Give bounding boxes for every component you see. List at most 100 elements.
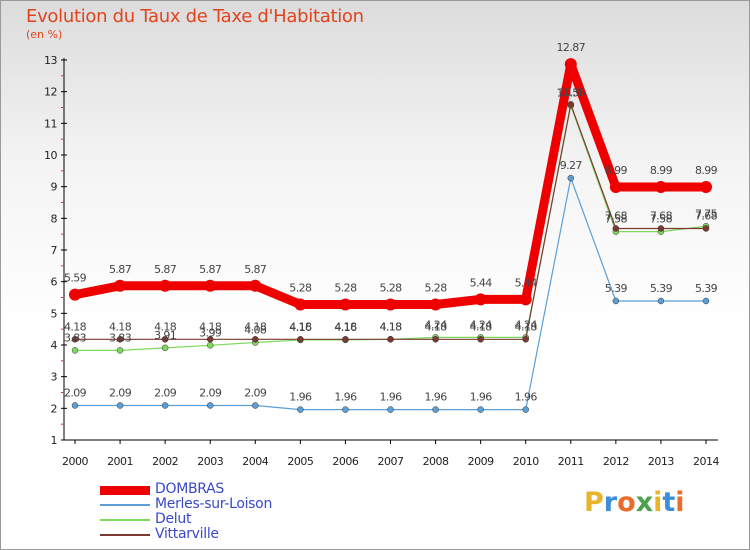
y-tick-label: 6 bbox=[51, 276, 58, 289]
data-point bbox=[612, 297, 620, 305]
data-label: 7.68 bbox=[650, 209, 673, 222]
data-label: 11.56 bbox=[557, 87, 586, 100]
y-tick-label: 8 bbox=[51, 212, 58, 225]
data-label: 2.09 bbox=[199, 386, 222, 399]
data-label: 4.18 bbox=[379, 320, 402, 333]
data-label: 3.99 bbox=[199, 326, 222, 339]
series-merles-sur-loison bbox=[71, 174, 710, 413]
data-label: 4.08 bbox=[244, 323, 267, 336]
y-tick-label: 2 bbox=[51, 402, 58, 415]
legend-swatch bbox=[100, 519, 150, 521]
data-label: 7.68 bbox=[605, 209, 628, 222]
data-label: 8.99 bbox=[605, 164, 628, 177]
data-label: 3.83 bbox=[64, 331, 87, 344]
data-point bbox=[161, 336, 169, 343]
data-point bbox=[702, 225, 710, 232]
data-point bbox=[567, 101, 575, 108]
legend-swatch bbox=[100, 534, 150, 536]
data-label: 7.58 bbox=[605, 213, 628, 226]
legend-label: Merles-sur-Loison bbox=[155, 496, 273, 512]
y-tick-label: 10 bbox=[44, 149, 57, 162]
data-label: 4.18 bbox=[244, 320, 267, 333]
y-tick-label: 11 bbox=[44, 117, 57, 130]
data-label: 5.28 bbox=[425, 281, 448, 294]
data-label: 1.96 bbox=[379, 391, 402, 404]
data-label: 4.18 bbox=[470, 320, 493, 333]
x-tick-label: 2013 bbox=[648, 455, 674, 468]
x-tick-label: 2014 bbox=[693, 455, 719, 468]
data-point bbox=[700, 180, 712, 193]
data-label: 5.39 bbox=[650, 282, 673, 295]
series-dombras bbox=[69, 58, 712, 311]
data-point bbox=[657, 297, 665, 305]
data-point bbox=[522, 406, 529, 413]
data-label: 5.59 bbox=[64, 272, 87, 285]
x-tick-label: 2011 bbox=[558, 455, 584, 468]
data-label: 2.09 bbox=[244, 386, 267, 399]
data-point bbox=[387, 336, 394, 343]
data-label: 5.28 bbox=[334, 281, 357, 294]
logo-letter: o bbox=[617, 487, 636, 518]
data-label: 4.24 bbox=[470, 318, 493, 331]
data-point bbox=[474, 293, 487, 306]
logo-letter: x bbox=[635, 487, 654, 518]
data-label: 5.44 bbox=[470, 276, 493, 289]
data-label: 5.28 bbox=[379, 281, 402, 294]
legend-swatch bbox=[100, 504, 150, 506]
data-point bbox=[522, 336, 529, 343]
data-point bbox=[657, 225, 665, 232]
data-label: 4.16 bbox=[289, 321, 312, 334]
y-tick-label: 12 bbox=[44, 86, 57, 99]
data-label: 2.09 bbox=[154, 386, 177, 399]
data-label: 4.18 bbox=[64, 320, 87, 333]
data-label: 4.18 bbox=[425, 320, 448, 333]
data-label: 2.09 bbox=[109, 386, 132, 399]
data-label: 11.6 bbox=[560, 85, 583, 98]
data-label: 9.27 bbox=[560, 159, 583, 172]
legend-label: Vittarville bbox=[155, 526, 219, 542]
data-point bbox=[69, 288, 81, 301]
y-tick-label: 1 bbox=[51, 434, 58, 447]
data-point bbox=[564, 58, 577, 71]
data-point bbox=[387, 406, 394, 413]
data-label: 5.87 bbox=[199, 263, 222, 276]
data-point bbox=[206, 342, 214, 349]
data-label: 5.44 bbox=[515, 276, 538, 289]
data-label: 8.99 bbox=[650, 164, 673, 177]
data-label: 1.96 bbox=[470, 391, 493, 404]
y-tick-label: 3 bbox=[51, 371, 58, 384]
data-point bbox=[206, 402, 214, 409]
y-tick-label: 9 bbox=[51, 181, 58, 194]
x-tick-label: 2007 bbox=[378, 455, 404, 468]
logo-letter: i bbox=[653, 487, 663, 518]
data-label: 1.96 bbox=[515, 391, 538, 404]
legend-label: Delut bbox=[155, 511, 192, 527]
logo-letter: t bbox=[662, 487, 676, 518]
data-label: 4.18 bbox=[289, 320, 312, 333]
data-point bbox=[249, 279, 262, 292]
data-point bbox=[654, 180, 667, 193]
legend-label: DOMBRAS bbox=[155, 481, 225, 497]
logo-letter: r bbox=[603, 487, 618, 518]
data-label: 1.96 bbox=[289, 391, 312, 404]
data-point bbox=[432, 336, 439, 343]
data-point bbox=[477, 336, 484, 343]
data-point bbox=[204, 279, 217, 292]
x-tick-label: 2012 bbox=[603, 455, 629, 468]
data-label: 7.75 bbox=[695, 207, 718, 220]
logo-letter: P bbox=[584, 487, 604, 518]
data-label: 5.39 bbox=[605, 282, 628, 295]
data-point bbox=[71, 402, 79, 409]
data-point bbox=[339, 298, 352, 311]
x-tick-label: 2001 bbox=[107, 455, 133, 468]
data-label: 7.58 bbox=[650, 213, 673, 226]
x-tick-label: 2008 bbox=[423, 455, 449, 468]
data-point bbox=[702, 297, 710, 305]
series-vittarville bbox=[71, 101, 710, 343]
data-point bbox=[71, 336, 79, 343]
data-label: 5.87 bbox=[109, 263, 132, 276]
data-point bbox=[342, 336, 349, 343]
